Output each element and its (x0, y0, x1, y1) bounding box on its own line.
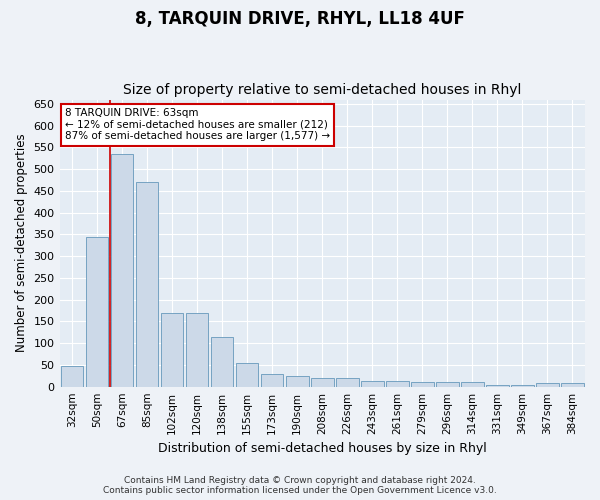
Text: 8 TARQUIN DRIVE: 63sqm
← 12% of semi-detached houses are smaller (212)
87% of se: 8 TARQUIN DRIVE: 63sqm ← 12% of semi-det… (65, 108, 330, 142)
Bar (211, 336, 233, 386)
Bar (536, 383, 559, 386)
Bar (386, 382, 409, 386)
Text: 8, TARQUIN DRIVE, RHYL, LL18 4UF: 8, TARQUIN DRIVE, RHYL, LL18 4UF (135, 10, 465, 28)
Bar (261, 374, 283, 386)
Bar (136, 182, 158, 386)
X-axis label: Distribution of semi-detached houses by size in Rhyl: Distribution of semi-detached houses by … (158, 442, 487, 455)
Bar (161, 312, 184, 386)
Bar (336, 378, 359, 386)
Bar (561, 383, 584, 386)
Bar (436, 382, 458, 386)
Text: Contains HM Land Registry data © Crown copyright and database right 2024.
Contai: Contains HM Land Registry data © Crown c… (103, 476, 497, 495)
Bar (61, 366, 83, 386)
Bar (461, 382, 484, 386)
Bar (236, 363, 259, 386)
Bar (86, 236, 109, 386)
Bar (361, 382, 383, 386)
Bar (111, 154, 133, 386)
Bar (311, 378, 334, 386)
Bar (286, 376, 308, 386)
Bar (186, 312, 208, 386)
Bar (411, 382, 434, 386)
Title: Size of property relative to semi-detached houses in Rhyl: Size of property relative to semi-detach… (123, 83, 521, 97)
Y-axis label: Number of semi-detached properties: Number of semi-detached properties (15, 134, 28, 352)
